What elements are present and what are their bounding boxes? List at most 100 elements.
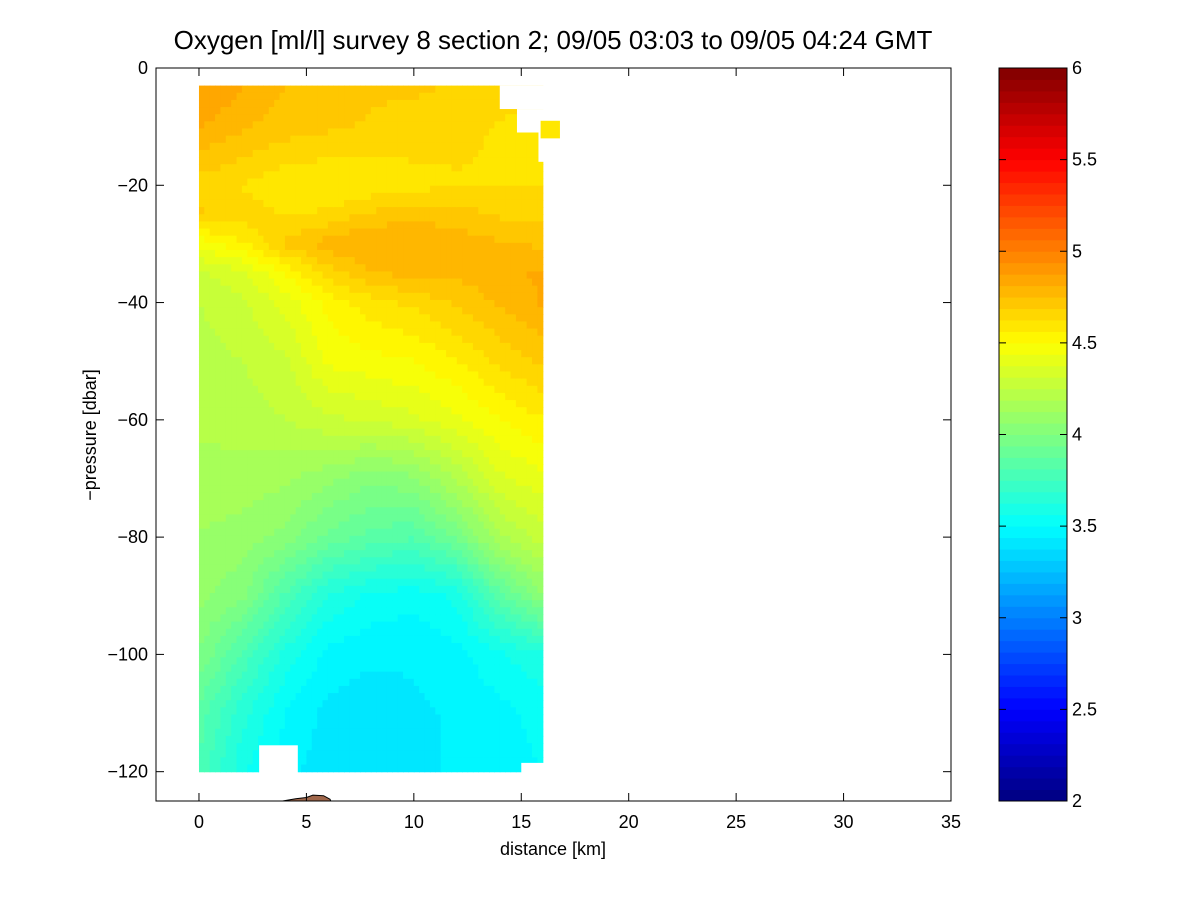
heatmap-cell [252,607,259,616]
heatmap-cell [268,192,275,201]
heatmap-cell [295,571,302,580]
heatmap-cell [225,435,232,444]
heatmap-cell [365,542,372,551]
heatmap-cell [403,450,410,458]
heatmap-cell [381,142,388,151]
heatmap-cell [204,185,211,194]
heatmap-cell [451,428,458,437]
heatmap-cell [215,557,222,566]
heatmap-cell [386,235,393,244]
heatmap-cell [209,428,216,437]
heatmap-cell [290,700,297,708]
heatmap-cell [225,249,232,258]
heatmap-cell [220,192,227,201]
heatmap-cell [231,371,238,380]
heatmap-cell [322,514,329,523]
heatmap-cell [306,249,313,258]
heatmap-cell [215,678,222,687]
heatmap-cell [462,400,469,408]
heatmap-cell [376,149,383,158]
heatmap-cell [456,700,463,708]
heatmap-cell [440,578,447,587]
heatmap-cell [360,693,367,701]
heatmap-cell [403,350,410,358]
heatmap-cell [333,457,340,465]
heatmap-cell [247,192,254,201]
heatmap-cell [467,743,474,751]
heatmap-cell [408,650,415,658]
heatmap-cell [295,528,302,537]
heatmap-cell [360,643,367,651]
heatmap-cell [311,207,318,215]
heatmap-cell [462,350,469,358]
heatmap-cell [354,542,361,551]
heatmap-cell [344,714,350,723]
heatmap-cell [204,321,211,330]
heatmap-cell [349,585,356,594]
heatmap-cell [429,114,436,122]
heatmap-cell [360,700,367,708]
heatmap-cell [241,578,248,587]
heatmap-cell [295,314,302,323]
heatmap-cell [472,364,479,373]
heatmap-cell [408,235,415,244]
heatmap-cell [268,85,275,94]
heatmap-cell [333,157,340,165]
heatmap-cell [440,635,447,644]
heatmap-cell [451,750,458,758]
heatmap-cell [241,257,248,265]
heatmap-cell [370,107,377,115]
heatmap-cell [354,650,361,658]
heatmap-cell [327,335,334,344]
heatmap-cell [365,321,372,330]
heatmap-cell [403,657,410,666]
heatmap-cell [225,135,232,144]
heatmap-cell [322,307,329,315]
heatmap-cell [220,593,227,601]
heatmap-cell [268,342,275,351]
heatmap-cell [311,521,318,530]
heatmap-cell [424,707,431,716]
heatmap-cell [370,357,377,365]
heatmap-cell [231,750,238,758]
heatmap-cell [268,271,275,280]
heatmap-cell [279,707,286,716]
heatmap-cell [268,335,275,344]
heatmap-cell [231,207,238,215]
heatmap-cell [322,614,329,623]
heatmap-cell [408,407,415,415]
heatmap-cell [424,264,431,273]
heatmap-cell [306,307,313,315]
heatmap-cell [354,249,361,258]
heatmap-cell [413,528,420,537]
heatmap-cell [290,471,297,480]
heatmap-cell [376,435,383,444]
heatmap-cell [456,614,463,623]
heatmap-cell [376,400,383,408]
heatmap-cell [435,550,442,558]
heatmap-cell [198,657,205,666]
heatmap-cell [247,157,254,165]
heatmap-cell [435,600,442,608]
heatmap-cell [215,400,222,408]
heatmap-cell [360,271,367,280]
heatmap-cell [252,321,259,330]
heatmap-cell [241,221,248,230]
heatmap-cell [344,421,350,430]
heatmap-cell [419,764,426,773]
heatmap-cell [274,442,281,451]
heatmap-cell [338,542,345,551]
heatmap-cell [284,721,291,730]
heatmap-cell [220,450,227,458]
heatmap-cell [349,121,356,130]
heatmap-cell [301,135,307,144]
heatmap-cell [279,178,286,187]
heatmap-cell [220,607,227,616]
heatmap-cell [376,743,383,751]
heatmap-cell [462,99,469,108]
heatmap-cell [290,257,297,265]
heatmap-cell [322,221,329,230]
heatmap-cell [263,257,270,265]
heatmap-cell [381,535,388,544]
heatmap-cell [263,342,270,351]
